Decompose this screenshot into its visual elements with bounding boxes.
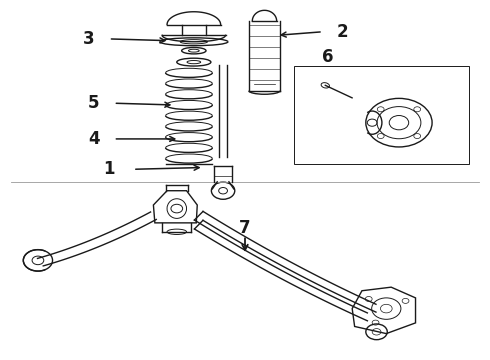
Text: 5: 5 (88, 94, 99, 112)
Text: 1: 1 (103, 160, 114, 178)
Text: 4: 4 (88, 130, 100, 148)
Text: 3: 3 (83, 30, 95, 48)
Text: 7: 7 (239, 219, 251, 237)
Bar (294, 66, 469, 164)
Text: 2: 2 (337, 23, 348, 41)
Text: 6: 6 (322, 48, 334, 66)
